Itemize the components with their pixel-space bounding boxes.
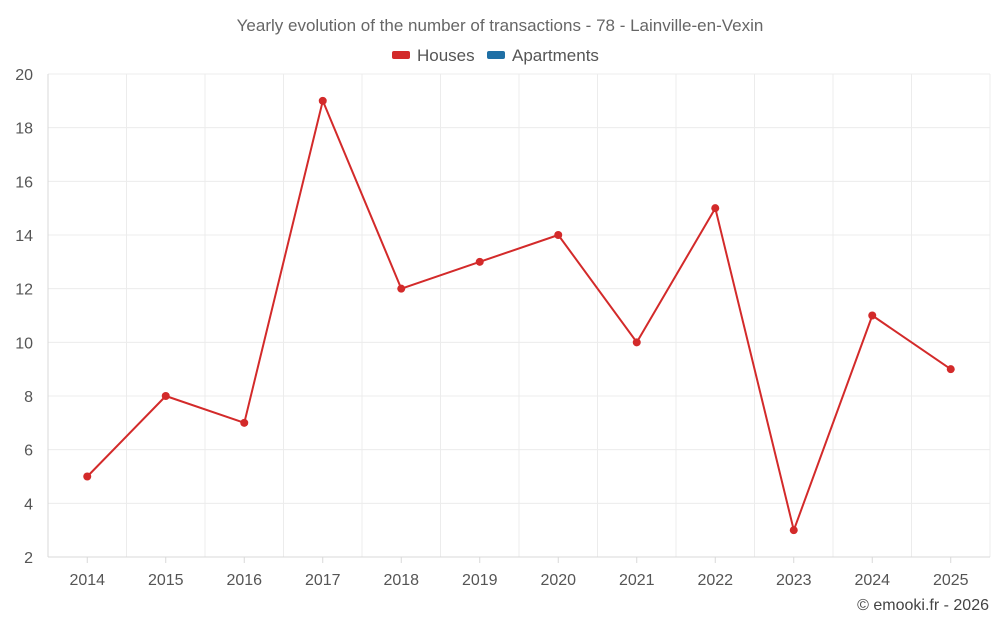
legend-label-apartments: Apartments [512, 46, 599, 65]
data-point-houses-2021[interactable] [632, 338, 641, 347]
x-tick-label-2017: 2017 [305, 572, 341, 589]
series-line-houses [86, 99, 952, 532]
chart-title: Yearly evolution of the number of transa… [237, 16, 764, 35]
x-tick-label-2019: 2019 [462, 572, 498, 589]
x-tick-label-2022: 2022 [697, 572, 733, 589]
y-tick-label-12: 12 [15, 282, 33, 299]
x-tick-label-2020: 2020 [540, 572, 576, 589]
data-point-houses-2020[interactable] [554, 231, 563, 239]
y-tick-label-4: 4 [24, 496, 33, 513]
data-point-houses-2019[interactable] [475, 257, 484, 266]
y-tick-label-2: 2 [24, 550, 33, 567]
series-houses [83, 96, 955, 535]
x-tick-label-2023: 2023 [776, 572, 812, 589]
x-tick-label-2014: 2014 [69, 572, 105, 589]
x-tick-label-2018: 2018 [383, 572, 419, 589]
x-tick-label-2015: 2015 [148, 572, 184, 589]
legend-item-houses[interactable]: Houses [392, 46, 475, 65]
data-point-houses-2014[interactable] [83, 472, 92, 481]
data-point-houses-2017[interactable] [318, 96, 327, 105]
x-tick-label-2021: 2021 [619, 572, 655, 589]
legend-swatch-houses [392, 51, 410, 59]
credit-text: © emooki.fr - 2026 [857, 597, 989, 614]
grid-lines [47, 73, 991, 557]
axes [47, 74, 990, 563]
legend-item-apartments[interactable]: Apartments [487, 46, 599, 65]
y-tick-label-16: 16 [15, 174, 33, 191]
y-tick-label-14: 14 [15, 228, 33, 245]
x-axis-ticks: 2014 2015 2016 2017 2018 2019 2020 2021 2022 2023… [69, 572, 968, 589]
y-tick-label-20: 20 [15, 67, 33, 84]
y-tick-label-8: 8 [24, 389, 33, 406]
x-tick-label-2025: 2025 [933, 572, 969, 589]
data-point-houses-2018[interactable] [397, 284, 406, 293]
legend-swatch-apartments [487, 51, 505, 59]
data-point-houses-2022[interactable] [711, 204, 720, 213]
data-point-houses-2015[interactable] [161, 392, 170, 400]
y-axis-ticks: 2 4 6 8 10 12 14 16 18 20 [15, 67, 33, 567]
data-point-houses-2025[interactable] [946, 365, 955, 374]
data-point-houses-2023[interactable] [789, 526, 798, 535]
x-tick-label-2024: 2024 [854, 572, 890, 589]
y-tick-label-6: 6 [24, 443, 33, 460]
data-point-houses-2024[interactable] [868, 311, 877, 320]
legend-label-houses: Houses [417, 46, 475, 65]
x-tick-label-2016: 2016 [226, 572, 262, 589]
y-tick-label-10: 10 [15, 335, 33, 352]
data-point-houses-2016[interactable] [240, 418, 249, 427]
chart-legend: Houses Apartments [392, 46, 599, 65]
y-tick-label-18: 18 [15, 121, 33, 138]
